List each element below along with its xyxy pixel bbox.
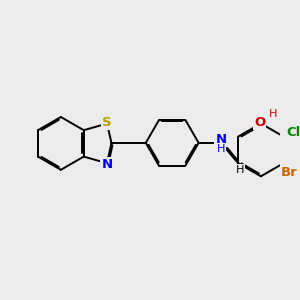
Text: H: H	[217, 144, 225, 154]
Text: O: O	[254, 116, 265, 129]
Text: H: H	[268, 109, 277, 119]
Text: H: H	[236, 165, 244, 175]
Text: Cl: Cl	[286, 126, 300, 139]
Text: N: N	[215, 133, 226, 146]
Text: Br: Br	[281, 166, 297, 179]
Text: S: S	[102, 116, 112, 129]
Text: N: N	[101, 158, 112, 171]
